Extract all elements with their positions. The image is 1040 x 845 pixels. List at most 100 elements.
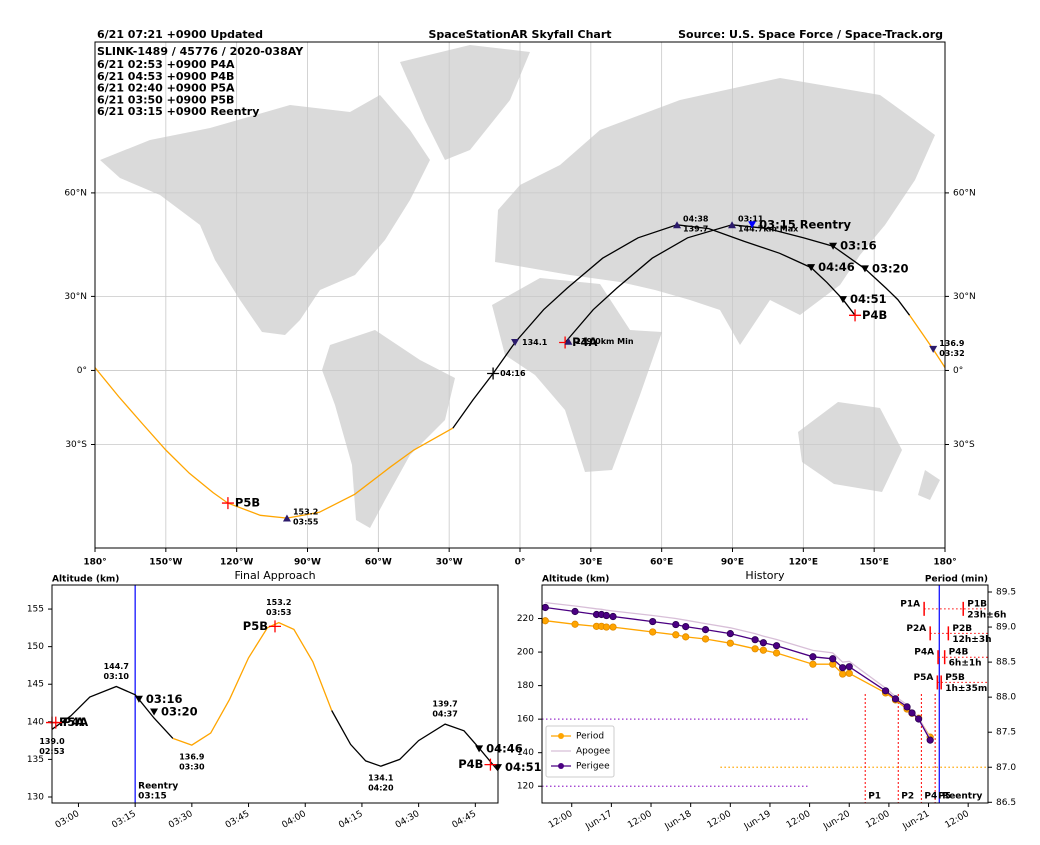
legend-swatch [558, 763, 564, 769]
updated: 6/21 07:21 +0900 Updated [97, 28, 263, 41]
marker-label: 03:16 [146, 692, 183, 706]
data-point [682, 622, 690, 631]
data-point [571, 620, 579, 628]
x-tick-label: 30°E [579, 558, 602, 568]
marker [839, 296, 847, 304]
y-axis-label: Altitude (km) [542, 575, 609, 585]
info-line: 6/21 04:53 +0900 P4B [97, 70, 234, 83]
y2-tick-label: 88.0 [996, 693, 1016, 703]
x-tick-label: 60°E [650, 558, 673, 568]
prediction-label: P1B [967, 599, 987, 609]
y2-tick-label: 0° [953, 366, 963, 376]
marker [807, 264, 816, 272]
y-tick-label: 145 [27, 680, 44, 690]
y-tick-label: 0° [77, 366, 87, 376]
data-point [672, 620, 680, 629]
marker [134, 695, 143, 703]
data-point [602, 611, 611, 620]
x-tick-label: 150°E [859, 558, 888, 568]
marker-label: 139.7 [683, 224, 708, 233]
marker [475, 745, 484, 753]
y-tick-label: 60°N [64, 188, 87, 198]
panel-title: Final Approach [234, 569, 315, 582]
event-label: P1 [868, 792, 881, 802]
marker-label: 139.0km Min [575, 337, 633, 346]
marker-label: 04:16 [500, 369, 526, 378]
prediction-label: P5B [945, 673, 965, 683]
data-point [571, 607, 579, 616]
prediction-label: P2A [906, 624, 926, 634]
series-line [331, 710, 498, 772]
x-tick-label: 90°W [294, 558, 321, 568]
y-tick-label: 140 [27, 717, 44, 727]
y2-tick-label: 60°N [953, 188, 976, 198]
x-tick-label: 90°E [721, 558, 744, 568]
data-point [915, 715, 923, 723]
marker [849, 309, 862, 322]
y2-tick-label: 30°N [953, 292, 976, 302]
data-point [701, 626, 710, 634]
marker-label: P4B [458, 757, 483, 771]
data-point [751, 636, 759, 644]
marker [484, 758, 497, 771]
series-line [172, 621, 333, 746]
marker-label: 134.1 [522, 338, 548, 347]
y-tick-label: 30°N [64, 292, 87, 302]
data-point [609, 623, 617, 631]
data-point [542, 617, 549, 625]
south-america [322, 330, 455, 528]
y-tick-label: 135 [27, 755, 44, 765]
marker-label: 144.7 [104, 662, 129, 671]
data-point [672, 631, 680, 639]
data-point [682, 633, 690, 641]
y-tick-label: 130 [27, 792, 44, 802]
y2-tick-label: 30°S [953, 440, 975, 450]
info-line: 6/21 02:40 +0900 P5A [97, 82, 235, 95]
x-tick-label: 120°E [789, 558, 818, 568]
marker-label: 139.7 [432, 700, 457, 709]
marker-label: 136.9 [179, 753, 205, 762]
marker-label: 03:20 [161, 705, 198, 719]
marker-label: 03:20 [872, 261, 909, 275]
marker [564, 337, 573, 345]
marker-label: P4B [862, 308, 887, 322]
event-label: Reentry [942, 792, 982, 802]
data-point [649, 628, 657, 636]
marker-label: 04:20 [368, 784, 394, 793]
marker-label: P4A [63, 715, 88, 729]
data-point [903, 703, 911, 711]
marker-label: 03:15 Reentry [759, 217, 851, 231]
x-tick-label: 30°W [436, 558, 463, 568]
chart-title: SpaceStationAR Skyfall Chart [428, 28, 611, 41]
data-point [759, 639, 767, 647]
data-point [809, 653, 817, 661]
data-point [542, 603, 549, 612]
marker-label: 04:37 [432, 710, 457, 719]
data-point [845, 669, 853, 677]
event-label: P4 [924, 792, 937, 802]
marker-label: 03:53 [266, 608, 291, 617]
series-line [52, 685, 174, 739]
marker [829, 242, 838, 250]
axes-frame [541, 584, 989, 804]
marker [269, 620, 281, 633]
x-tick-label: 120°W [220, 558, 253, 568]
data-point [701, 635, 710, 643]
marker [221, 497, 234, 510]
marker [150, 708, 159, 716]
marker-label: 136.9 [939, 339, 965, 348]
marker-label: 04:46 [818, 260, 855, 274]
legend-swatch [558, 733, 564, 739]
data-point [845, 663, 853, 671]
data-point [809, 660, 817, 668]
prediction-label: P4A [914, 648, 934, 658]
land [100, 45, 940, 528]
panel-title: History [745, 569, 785, 582]
y2-tick-label: 88.5 [996, 658, 1016, 668]
prediction-label: 23h±6h [967, 610, 1006, 620]
marker-label: P5A [59, 715, 84, 729]
y2-tick-label: 87.0 [996, 763, 1016, 773]
marker-label: 144.7km Max [738, 224, 799, 233]
data-point [772, 642, 781, 650]
prediction-label: P4B [949, 648, 969, 658]
